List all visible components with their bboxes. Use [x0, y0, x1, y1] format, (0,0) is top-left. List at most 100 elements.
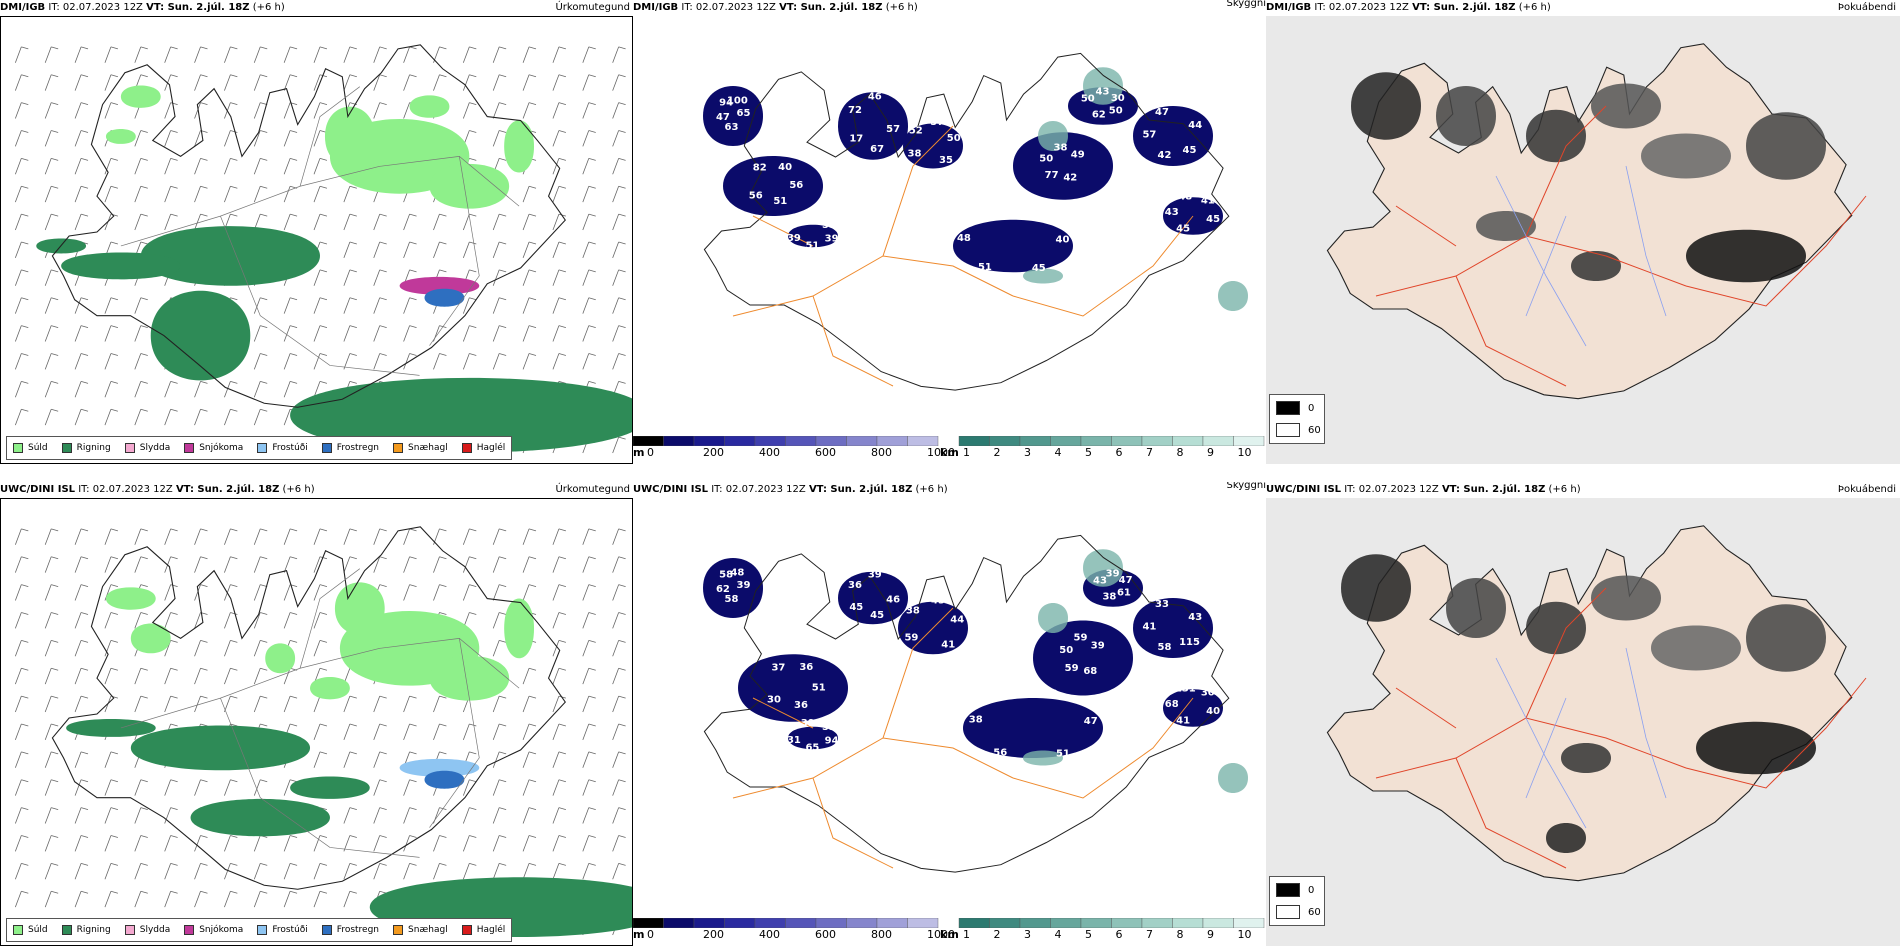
- wind-barb: [313, 584, 328, 601]
- wind-barb: [313, 639, 328, 657]
- scale-segment: [1172, 918, 1204, 928]
- panel-header: DMI/IGB IT: 02.07.2023 12Z VT: Sun. 2.jú…: [1266, 2, 1551, 13]
- rain-area: [66, 719, 156, 737]
- scale-tick-label: 800: [871, 446, 892, 459]
- fog-map[interactable]: [1266, 498, 1900, 946]
- wind-barb: [492, 213, 507, 231]
- wind-barb: [224, 667, 238, 685]
- fog-area: [1591, 83, 1661, 129]
- drizzle-area: [504, 120, 535, 173]
- precip-map[interactable]: [0, 498, 633, 946]
- visibility-map[interactable]: 39 30 39 41 38 39 38 33 40 31 48 36 36 44 56 59 61 41 30 65…: [633, 498, 1266, 918]
- wind-barb: [14, 241, 29, 259]
- wind-barb: [14, 584, 29, 601]
- panel-field-label: Skyggni: [1226, 482, 1266, 491]
- panel-header: UWC/DINI ISL IT: 02.07.2023 12Z VT: Sun.…: [1266, 484, 1581, 495]
- wind-barb: [164, 380, 178, 398]
- precip-legend-item: Rigning: [61, 925, 111, 935]
- wind-barb: [44, 269, 59, 286]
- wind-barb: [44, 779, 59, 796]
- wind-barb: [343, 528, 357, 545]
- wind-barb: [522, 241, 537, 259]
- wind-barb: [552, 556, 566, 573]
- wind-barb: [253, 325, 268, 342]
- wind-barb: [283, 890, 298, 908]
- scale-segment: [815, 918, 847, 928]
- land-mask: [1326, 525, 1853, 882]
- visibility-value-label: 51: [978, 262, 992, 273]
- visibility-value-label: 58: [725, 594, 739, 605]
- drizzle-area: [105, 128, 136, 144]
- visibility-value-label: 36: [848, 580, 862, 591]
- wind-barb: [462, 556, 477, 573]
- fog-area: [1746, 604, 1826, 672]
- panel-header: UWC/DINI ISL IT: 02.07.2023 12Z VT: Sun.…: [0, 484, 315, 495]
- wind-barb: [14, 74, 29, 91]
- wind-barb: [104, 297, 119, 314]
- wind-barb: [313, 74, 328, 91]
- wind-barb: [403, 695, 417, 713]
- scale-tick-label: 8: [1176, 446, 1184, 459]
- precip-map[interactable]: [0, 16, 633, 464]
- scale-segment: [1233, 918, 1265, 928]
- panel-field-label: Úrkomutegund: [555, 2, 630, 13]
- wind-barb: [522, 667, 537, 685]
- visibility-value-label: 60: [1044, 688, 1058, 699]
- wind-barb: [343, 297, 357, 314]
- wind-barb: [343, 241, 357, 259]
- wind-barb: [522, 556, 537, 573]
- wind-barb: [612, 213, 626, 231]
- wind-barb: [104, 185, 119, 203]
- scale-segment: [693, 436, 725, 446]
- scale-segment: [1141, 436, 1173, 446]
- wind-barb: [582, 556, 596, 573]
- rain-area: [150, 290, 251, 381]
- precip-legend: Súld Rigning Slydda Snjókoma Frostúði Frostre…: [6, 436, 513, 460]
- wind-barb: [224, 890, 238, 908]
- wind-barb: [492, 695, 507, 713]
- wind-barb: [612, 130, 626, 147]
- wind-barb: [14, 528, 29, 545]
- precip-legend-item: Frostregn: [321, 443, 379, 453]
- fog-map[interactable]: [1266, 16, 1900, 464]
- wind-barb: [164, 102, 178, 119]
- wind-barb: [74, 528, 89, 545]
- wind-barb: [582, 213, 596, 231]
- coastline: [51, 526, 566, 890]
- precip-type-panel: UWC/DINI ISL IT: 02.07.2023 12Z VT: Sun.…: [0, 482, 633, 948]
- wind-barb: [194, 102, 208, 119]
- wind-barb: [492, 102, 507, 119]
- visibility-value-label: 47: [1119, 575, 1133, 586]
- scale-segment: [1233, 436, 1265, 446]
- visibility-value-label: 47: [716, 112, 730, 123]
- wind-barb: [313, 556, 328, 573]
- wind-barb: [582, 723, 596, 741]
- wind-barb: [612, 612, 626, 629]
- panel-field-label: Þokuábendi: [1837, 2, 1896, 13]
- wind-barb: [14, 667, 29, 685]
- visibility-value-label: 57: [930, 117, 944, 128]
- scale-segment: [1202, 436, 1234, 446]
- scale-tick-label: 600: [815, 928, 836, 941]
- visibility-value-label: 42: [1063, 172, 1077, 183]
- precip-legend-item: Haglél: [461, 925, 505, 935]
- wind-barb: [522, 779, 537, 796]
- wind-barb: [44, 584, 59, 601]
- visibility-color-scale: [633, 918, 1265, 928]
- wind-barb: [283, 528, 298, 545]
- wind-barb: [104, 751, 119, 768]
- wind-barb: [74, 639, 89, 657]
- wind-barb: [104, 612, 119, 629]
- wind-barb: [433, 241, 447, 259]
- wind-barb: [44, 102, 59, 119]
- wind-barb: [194, 157, 208, 175]
- low-visibility-area: [838, 92, 908, 160]
- wind-barb: [74, 325, 89, 342]
- scale-tick-label: 3: [1024, 446, 1031, 459]
- wind-barb: [552, 157, 566, 175]
- wind-barb: [313, 157, 328, 175]
- wind-barb: [313, 862, 328, 880]
- wind-barb: [433, 74, 447, 91]
- wind-barb: [582, 325, 596, 342]
